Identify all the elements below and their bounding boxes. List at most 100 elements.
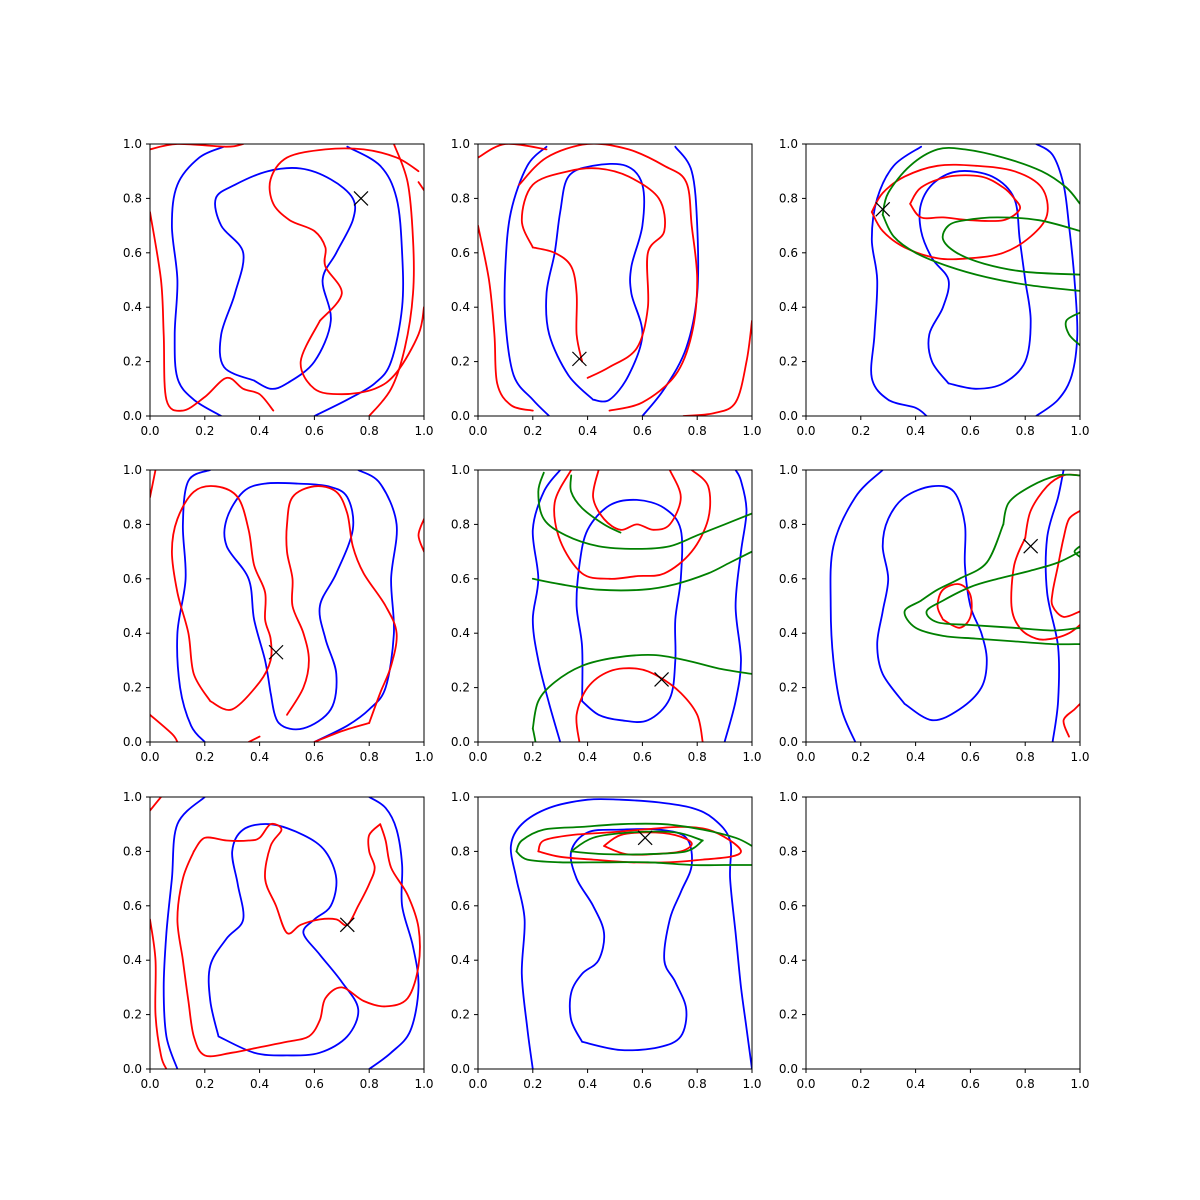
blue-contour-line	[829, 470, 884, 742]
contour-layer	[870, 144, 1080, 416]
y-tick-label: 0.2	[451, 1008, 470, 1022]
subplot-1-1: 0.0 0.2 0.4 0.6 0.8 1.0 0.0 0.2 0.4 0.6 0.8 1.0	[123, 137, 434, 438]
red-contour-line	[150, 211, 275, 412]
blue-contour-line	[1044, 470, 1065, 742]
contour-layer	[150, 797, 421, 1069]
green-contour-line	[515, 822, 752, 853]
green-contour-line	[531, 550, 752, 592]
y-tick-label: 0.8	[779, 844, 798, 858]
red-contour-line	[192, 822, 382, 935]
green-contour-line	[941, 216, 1080, 276]
red-contour-line	[1050, 509, 1080, 618]
y-tick-label: 0.8	[123, 517, 142, 531]
green-contour-line	[1002, 473, 1080, 526]
y-tick-label: 0.0	[779, 1062, 798, 1076]
blue-contour-line	[313, 470, 398, 742]
y-tick-label: 0.2	[779, 355, 798, 369]
red-contour-line	[478, 224, 534, 412]
blue-contour-line	[568, 828, 693, 1052]
y-tick-label: 1.0	[123, 137, 142, 151]
y-tick-label: 0.6	[779, 572, 798, 586]
blue-contour-line	[1035, 144, 1079, 416]
y-tick-label: 0.6	[451, 246, 470, 260]
x-tick-label: 0.4	[250, 424, 269, 438]
red-contour-line	[575, 667, 704, 742]
x-tick-label: 0.4	[906, 1077, 925, 1091]
red-contour-line	[368, 144, 415, 416]
x-tick-label: 0.8	[1016, 424, 1035, 438]
green-contour-line	[570, 839, 704, 856]
x-tick-label: 0.8	[688, 1077, 707, 1091]
green-contour-line	[531, 653, 752, 730]
red-contour-line	[520, 167, 666, 379]
y-tick-label: 0.8	[123, 844, 142, 858]
x-tick-label: 0.8	[360, 1077, 379, 1091]
y-tick-label: 0.6	[123, 572, 142, 586]
y-tick-label: 0.0	[451, 735, 470, 749]
x-tick-label: 0.0	[796, 424, 815, 438]
x-tick-label: 0.6	[633, 1077, 652, 1091]
y-tick-label: 0.8	[451, 517, 470, 531]
red-contour-line	[150, 797, 162, 812]
contour-layer	[531, 470, 752, 742]
x-marker	[268, 644, 284, 660]
x-tick-label: 0.2	[851, 424, 870, 438]
blue-contour-line	[162, 797, 206, 1069]
y-tick-label: 1.0	[451, 463, 470, 477]
x-tick-label: 0.0	[796, 750, 815, 764]
subplot-3-1: 0.0 0.2 0.4 0.6 0.8 1.0 0.0 0.2 0.4 0.6 0.8 1.0	[123, 790, 434, 1091]
subplot-1-2: 0.0 0.2 0.4 0.6 0.8 1.0 0.0 0.2 0.4 0.6 0.8 1.0	[451, 137, 762, 438]
x-tick-label: 0.8	[1016, 1077, 1035, 1091]
x-tick-label: 0.0	[468, 750, 487, 764]
y-tick-label: 0.8	[451, 844, 470, 858]
contour-layer	[150, 144, 424, 416]
red-contour-line	[417, 181, 424, 192]
blue-contour-line	[575, 498, 684, 723]
x-tick-label: 0.4	[578, 1077, 597, 1091]
x-tick-label: 0.6	[961, 1077, 980, 1091]
x-tick-label: 0.8	[688, 750, 707, 764]
subplot-2-2: 0.0 0.2 0.4 0.6 0.8 1.0 0.0 0.2 0.4 0.6 0.8 1.0	[451, 463, 762, 764]
blue-contour-line	[214, 167, 357, 390]
subplot-3-2: 0.0 0.2 0.4 0.6 0.8 1.0 0.0 0.2 0.4 0.6 0.8 1.0	[451, 790, 762, 1091]
x-tick-label: 0.2	[851, 750, 870, 764]
blue-contour-line	[723, 470, 748, 742]
x-tick-label: 1.0	[1070, 1077, 1089, 1091]
red-contour-line	[171, 485, 273, 711]
y-tick-label: 0.0	[123, 1062, 142, 1076]
red-contour-line	[299, 306, 424, 396]
green-contour-line	[881, 146, 1080, 216]
y-tick-label: 0.6	[779, 246, 798, 260]
blue-contour-line	[531, 470, 562, 742]
y-tick-label: 0.2	[123, 355, 142, 369]
y-tick-label: 0.4	[123, 953, 142, 967]
blue-contour-line	[223, 481, 355, 731]
y-tick-label: 0.0	[123, 409, 142, 423]
red-contour-line	[518, 144, 699, 412]
x-tick-label: 1.0	[742, 1077, 761, 1091]
red-contour-line	[537, 826, 742, 864]
green-contour-line	[570, 830, 704, 853]
red-contour-line	[1062, 703, 1080, 738]
red-contour-line	[909, 174, 1021, 222]
green-contour-line	[1064, 311, 1080, 347]
x-tick-label: 0.0	[140, 1077, 159, 1091]
y-tick-label: 0.2	[123, 681, 142, 695]
y-tick-label: 0.2	[779, 681, 798, 695]
axes-frame	[149, 143, 425, 417]
blue-contour-line	[368, 797, 420, 1069]
y-tick-label: 0.4	[451, 300, 470, 314]
y-tick-label: 0.4	[451, 953, 470, 967]
red-contour-line	[592, 470, 682, 531]
green-contour-line	[881, 213, 1080, 292]
subplot-3-3: 0.0 0.2 0.4 0.6 0.8 1.0 0.0 0.2 0.4 0.6 0.8 1.0	[779, 790, 1090, 1091]
green-contour-line	[569, 474, 622, 534]
contour-layer	[509, 798, 752, 1069]
axes-frame	[477, 143, 753, 417]
axes-frame	[477, 796, 753, 1070]
x-tick-label: 0.6	[305, 424, 324, 438]
y-tick-label: 1.0	[779, 137, 798, 151]
x-tick-label: 1.0	[414, 424, 433, 438]
y-tick-label: 0.6	[779, 899, 798, 913]
